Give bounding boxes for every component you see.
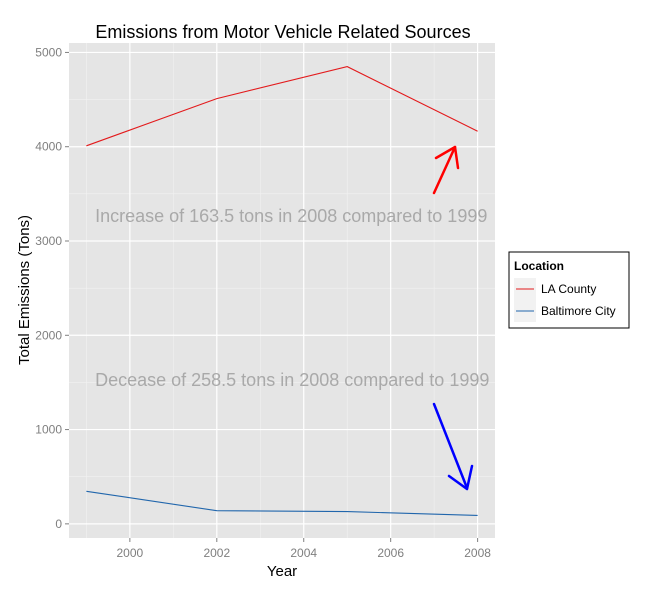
blue-arrow-icon: [432, 402, 474, 491]
y-tick-label: 3000: [35, 234, 62, 248]
major-gridlines: [69, 43, 495, 538]
x-axis: 2000 2002 2004 2006 2008: [117, 538, 491, 560]
legend: Location LA County Baltimore City: [508, 251, 630, 329]
y-tick-label: 0: [55, 517, 62, 531]
x-tick-label: 2008: [464, 546, 491, 560]
series-lines: [86, 66, 478, 516]
chart-title: Emissions from Motor Vehicle Related Sou…: [95, 22, 470, 42]
y-tick-label: 2000: [35, 328, 62, 342]
plot-panel: [69, 43, 495, 538]
series-line-baltimore-city: [86, 490, 478, 516]
x-tick-label: 2006: [377, 546, 404, 560]
annotations: Increase of 163.5 tons in 2008 compared …: [95, 206, 489, 390]
series-line-la-county: [86, 66, 478, 147]
annotation-increase: Increase of 163.5 tons in 2008 compared …: [95, 206, 487, 226]
x-tick-label: 2002: [203, 546, 230, 560]
legend-label-la-county: LA County: [541, 282, 596, 296]
y-tick-label: 4000: [35, 140, 62, 154]
y-axis-title: Total Emissions (Tons): [16, 215, 33, 365]
y-axis: 0 1000 2000 3000 4000 5000: [35, 45, 69, 531]
x-tick-label: 2000: [117, 546, 144, 560]
red-arrow-icon: [432, 145, 460, 195]
annotation-decrease: Decease of 258.5 tons in 2008 compared t…: [95, 370, 489, 390]
x-tick-label: 2004: [290, 546, 317, 560]
y-tick-label: 5000: [35, 45, 62, 59]
y-tick-label: 1000: [35, 423, 62, 437]
minor-gridlines: [69, 43, 495, 538]
legend-title: Location: [514, 259, 564, 273]
x-axis-title: Year: [267, 563, 297, 580]
legend-label-baltimore-city: Baltimore City: [541, 304, 616, 318]
